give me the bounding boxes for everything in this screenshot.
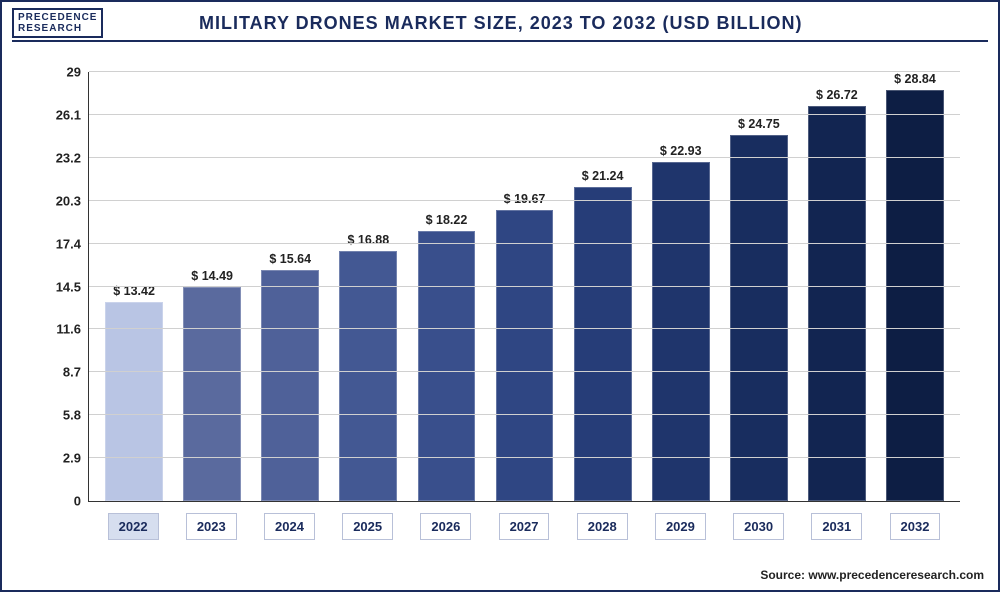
x-tick-label: 2026 — [420, 513, 471, 540]
bar-value-label: $ 14.49 — [191, 269, 233, 283]
bar-slot: $ 14.49 — [173, 72, 251, 501]
bar-slot: $ 22.93 — [642, 72, 720, 501]
grid-line — [89, 157, 960, 158]
bar-value-label: $ 18.22 — [426, 213, 468, 227]
bar-slot: $ 24.75 — [720, 72, 798, 501]
grid-line — [89, 114, 960, 115]
x-tick-label: 2022 — [108, 513, 159, 540]
x-tick-label: 2023 — [186, 513, 237, 540]
x-label-slot: 2024 — [250, 513, 328, 540]
source-attribution: Source: www.precedenceresearch.com — [2, 568, 998, 590]
y-tick-label: 2.9 — [63, 451, 81, 466]
bar — [183, 287, 241, 501]
x-label-slot: 2029 — [641, 513, 719, 540]
logo-line1: PRECEDENCE — [18, 12, 97, 23]
x-label-slot: 2026 — [407, 513, 485, 540]
y-tick-label: 29 — [67, 65, 81, 80]
x-label-slot: 2031 — [798, 513, 876, 540]
x-label-slot: 2023 — [172, 513, 250, 540]
y-tick-label: 14.5 — [56, 279, 81, 294]
bar-slot: $ 18.22 — [407, 72, 485, 501]
bar — [574, 187, 632, 501]
x-tick-label: 2024 — [264, 513, 315, 540]
bar-value-label: $ 24.75 — [738, 117, 780, 131]
grid-line — [89, 200, 960, 201]
x-tick-label: 2027 — [499, 513, 550, 540]
bars-row: $ 13.42 $ 14.49 $ 15.64 $ 16.88 $ 18.22 $ 19.… — [89, 72, 960, 501]
x-tick-label: 2028 — [577, 513, 628, 540]
x-axis-labels: 2022 2023 2024 2025 2026 2027 2028 2029 2030 2031… — [88, 513, 960, 540]
x-tick-label: 2025 — [342, 513, 393, 540]
x-tick-label: 2029 — [655, 513, 706, 540]
bar-value-label: $ 21.24 — [582, 169, 624, 183]
bar-slot: $ 21.24 — [564, 72, 642, 501]
bar — [652, 162, 710, 501]
header-divider — [12, 40, 988, 42]
grid-line — [89, 71, 960, 72]
y-tick-label: 17.4 — [56, 236, 81, 251]
y-tick-label: 11.6 — [56, 322, 81, 337]
bar-value-label: $ 28.84 — [894, 72, 936, 86]
y-tick-label: 20.3 — [56, 193, 81, 208]
y-tick-label: 23.2 — [56, 150, 81, 165]
bar-value-label: $ 26.72 — [816, 88, 858, 102]
x-tick-label: 2031 — [811, 513, 862, 540]
bar — [105, 302, 163, 501]
grid-line — [89, 328, 960, 329]
x-label-slot: 2025 — [329, 513, 407, 540]
bar-slot: $ 26.72 — [798, 72, 876, 501]
chart-container: $ 13.42 $ 14.49 $ 15.64 $ 16.88 $ 18.22 $ 19.… — [30, 72, 970, 558]
chart-title: MILITARY DRONES MARKET SIZE, 2023 TO 203… — [103, 13, 988, 34]
x-label-slot: 2030 — [720, 513, 798, 540]
x-tick-label: 2032 — [890, 513, 941, 540]
bar-slot: $ 28.84 — [876, 72, 954, 501]
grid-line — [89, 371, 960, 372]
brand-logo: PRECEDENCE RESEARCH — [12, 8, 103, 38]
bar-slot: $ 16.88 — [329, 72, 407, 501]
bar — [808, 106, 866, 501]
grid-line — [89, 286, 960, 287]
bar — [730, 135, 788, 501]
bar — [418, 231, 476, 501]
x-label-slot: 2027 — [485, 513, 563, 540]
bar-value-label: $ 15.64 — [269, 252, 311, 266]
plot-area: $ 13.42 $ 14.49 $ 15.64 $ 16.88 $ 18.22 $ 19.… — [88, 72, 960, 502]
bar-value-label: $ 13.42 — [113, 284, 155, 298]
grid-line — [89, 243, 960, 244]
grid-line — [89, 414, 960, 415]
logo-line2: RESEARCH — [18, 23, 97, 34]
bar — [339, 251, 397, 501]
grid-line — [89, 457, 960, 458]
x-label-slot: 2032 — [876, 513, 954, 540]
bar-value-label: $ 22.93 — [660, 144, 702, 158]
bar-slot: $ 13.42 — [95, 72, 173, 501]
bar-slot: $ 15.64 — [251, 72, 329, 501]
y-tick-label: 0 — [74, 494, 81, 509]
x-tick-label: 2030 — [733, 513, 784, 540]
bar-value-label: $ 16.88 — [347, 233, 389, 247]
bar-slot: $ 19.67 — [485, 72, 563, 501]
bar — [886, 90, 944, 501]
y-tick-label: 5.8 — [63, 408, 81, 423]
y-tick-label: 26.1 — [56, 107, 81, 122]
y-tick-label: 8.7 — [63, 365, 81, 380]
bar — [261, 270, 319, 501]
x-label-slot: 2022 — [94, 513, 172, 540]
x-label-slot: 2028 — [563, 513, 641, 540]
